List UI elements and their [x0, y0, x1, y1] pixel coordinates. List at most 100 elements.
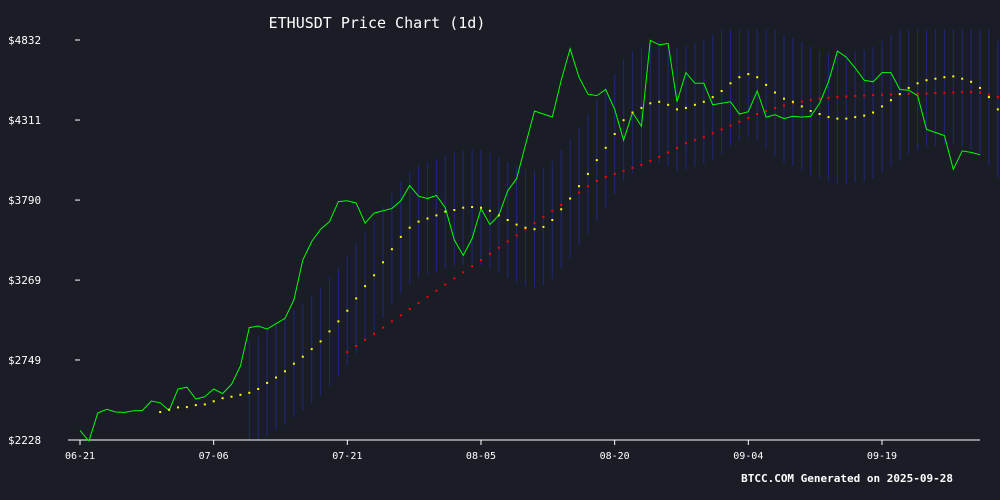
fast-ma-point [836, 117, 839, 120]
fast-ma-point [177, 406, 179, 409]
slow-ma-point [765, 110, 768, 112]
slow-ma-point [863, 94, 866, 97]
fast-ma-point [497, 214, 500, 217]
fast-ma-point [390, 248, 393, 251]
fast-ma-point [212, 400, 215, 403]
x-tick-label: 07-06 [199, 451, 229, 462]
fast-ma-point [881, 105, 883, 108]
slow-ma-point [586, 185, 589, 188]
y-tick-label: $2228 [8, 434, 41, 447]
slow-ma-point [658, 156, 661, 159]
fast-ma-point [631, 111, 634, 114]
fast-ma-point [203, 403, 206, 406]
price-line [79, 39, 981, 442]
fast-ma-point [569, 197, 572, 200]
slow-ma-point [970, 91, 973, 94]
fast-ma-point [382, 261, 384, 264]
fast-ma-point [435, 214, 438, 217]
slow-ma-point [604, 176, 607, 178]
y-tick-label: $3269 [8, 274, 41, 287]
fast-ma-point [426, 217, 429, 220]
slow-ma-point [827, 96, 830, 99]
fast-ma-point [168, 408, 171, 411]
slow-ma-point [818, 97, 821, 100]
fast-ma-point [488, 209, 491, 212]
fast-ma-point [970, 80, 973, 83]
fast-ma-point [239, 393, 242, 396]
slow-ma-point [783, 104, 785, 107]
slow-ma-point [889, 93, 892, 96]
slow-ma-point [711, 132, 714, 135]
slow-ma-point [747, 116, 750, 119]
slow-ma-point [471, 265, 474, 268]
fast-ma-point [221, 397, 224, 400]
slow-ma-point [417, 302, 420, 304]
fast-ma-point [604, 146, 607, 149]
fast-ma-point [987, 96, 990, 99]
slow-ma-point [836, 96, 839, 99]
fast-ma-point [658, 100, 661, 103]
x-tick-label: 07-21 [332, 451, 362, 462]
slow-ma-point [996, 96, 999, 99]
slow-ma-point [943, 91, 946, 94]
fast-ma-point [444, 210, 447, 213]
series-layer [79, 39, 999, 442]
fast-ma-point [292, 362, 295, 365]
slow-ma-point [515, 234, 518, 237]
x-tick-label: 06-21 [65, 451, 95, 462]
fast-ma-point [480, 206, 482, 209]
fast-ma-point [560, 208, 563, 211]
fast-ma-point [827, 116, 830, 119]
slow-ma-point [693, 139, 696, 142]
fast-ma-point [578, 185, 580, 188]
fast-ma-point [266, 381, 269, 384]
slow-ma-point [907, 92, 910, 95]
fast-ma-point [863, 114, 866, 117]
slow-ma-point [622, 169, 625, 172]
slow-ma-point [934, 92, 937, 95]
slow-ma-point [488, 252, 491, 255]
fast-ma-point [515, 223, 518, 226]
fast-ma-point [916, 82, 919, 85]
fast-ma-point [355, 297, 358, 300]
slow-ma-point [756, 113, 759, 115]
fast-ma-point [756, 76, 759, 79]
fast-ma-point [399, 235, 402, 238]
fast-ma-point [373, 274, 376, 277]
fast-ma-point [346, 309, 349, 312]
fast-ma-point [952, 75, 955, 78]
slow-ma-point [738, 120, 741, 123]
slow-ma-point [364, 338, 367, 341]
fast-ma-point [711, 96, 714, 99]
fast-ma-point [506, 219, 509, 221]
slow-ma-point [979, 91, 981, 94]
slow-ma-point [373, 332, 376, 335]
slow-ma-point [551, 209, 554, 212]
fast-ma-point [774, 91, 776, 94]
slow-ma-point [987, 93, 990, 96]
slow-ma-point [774, 106, 776, 109]
slow-ma-point [524, 228, 527, 231]
slow-ma-point [684, 142, 687, 145]
slow-ma-point [613, 172, 616, 175]
slow-ma-point [346, 351, 349, 354]
slow-ma-point [408, 308, 411, 311]
fast-ma-point [613, 133, 616, 135]
slow-ma-point [676, 146, 678, 149]
fast-ma-point [408, 226, 411, 229]
slow-ma-point [497, 246, 500, 249]
fast-ma-point [301, 355, 304, 358]
slow-ma-point [854, 94, 857, 97]
slow-ma-point [667, 151, 670, 154]
slow-ma-point [791, 102, 794, 105]
slow-ma-point [925, 92, 928, 95]
y-tick-label: $4311 [8, 114, 41, 127]
fast-ma-point [337, 320, 340, 323]
slow-ma-point [729, 124, 732, 127]
slow-ma-point [809, 98, 812, 101]
slow-ma-point [595, 179, 598, 182]
fast-ma-point [319, 340, 322, 343]
y-tick-label: $2749 [8, 354, 41, 367]
fast-ma-point [889, 99, 892, 102]
